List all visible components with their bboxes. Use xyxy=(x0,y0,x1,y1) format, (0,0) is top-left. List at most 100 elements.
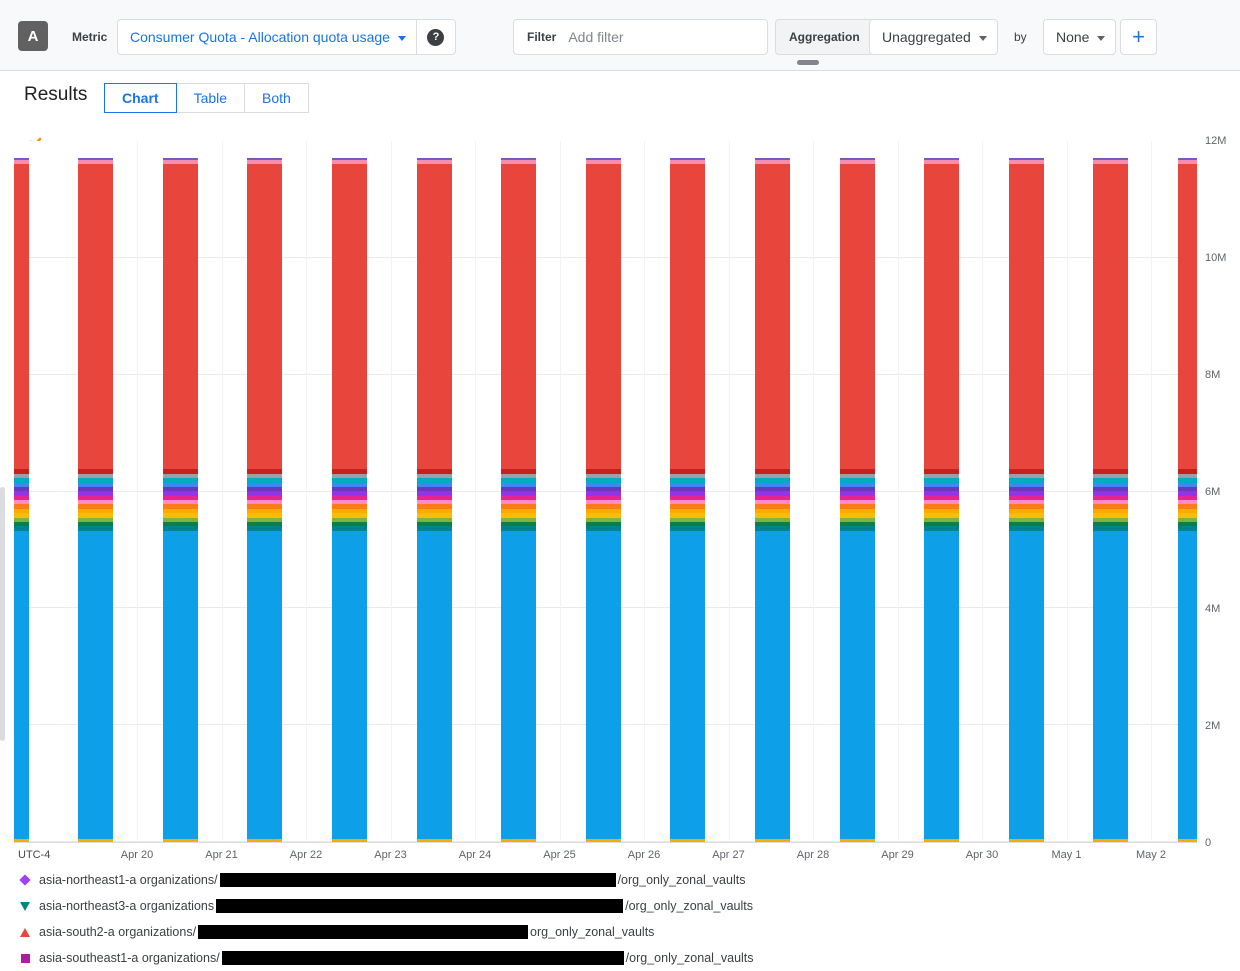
v-gridline xyxy=(1151,141,1152,842)
bar-segment-cap-pink xyxy=(247,160,283,165)
bar-segment-stripe-3 xyxy=(754,517,790,522)
bar-segment-stripe-8 xyxy=(754,495,790,501)
bar-segment-stripe-2 xyxy=(247,521,283,527)
v-gridline xyxy=(982,141,983,842)
stacked-bar[interactable] xyxy=(754,141,790,842)
stacked-bar[interactable] xyxy=(924,141,960,842)
stacked-bar[interactable] xyxy=(1093,141,1129,842)
legend-item[interactable]: asia-south2-a organizations/org_only_zon… xyxy=(18,919,1228,945)
query-badge[interactable]: A xyxy=(18,21,48,51)
scrollbar-thumb[interactable] xyxy=(0,487,5,741)
bar-segment-primary-red xyxy=(1177,164,1197,470)
v-gridline xyxy=(306,141,307,842)
aggregation-dropdown-group: Unaggregated xyxy=(869,19,998,55)
bar-segment-stripe-8 xyxy=(416,495,452,501)
bar-segment-primary-red xyxy=(416,164,452,470)
bar-segment-stripe-10 xyxy=(839,486,875,492)
bar-segment-stripe-9 xyxy=(1093,491,1129,496)
help-button[interactable]: ? xyxy=(417,20,455,54)
tab-table[interactable]: Table xyxy=(175,83,246,113)
stacked-bar[interactable] xyxy=(162,141,198,842)
bar-segment-stripe-1 xyxy=(1177,526,1197,531)
bar-segment-stripe-12 xyxy=(78,478,114,483)
stacked-bar[interactable] xyxy=(78,141,114,842)
stacked-bar[interactable] xyxy=(670,141,706,842)
tab-chart[interactable]: Chart xyxy=(104,83,177,113)
bar-segment-stripe-11 xyxy=(1093,482,1129,487)
stacked-bar[interactable] xyxy=(1177,141,1197,842)
bar-segment-primary-red xyxy=(1093,164,1129,470)
v-gridline xyxy=(221,141,223,842)
bar-segment-stripe-8 xyxy=(78,495,114,501)
bar-segment-stripe-6 xyxy=(162,504,198,509)
bar-segment-base-amber xyxy=(331,839,367,842)
bar-segment-stripe-6 xyxy=(670,504,706,509)
stacked-bar[interactable] xyxy=(247,141,283,842)
bar-segment-stripe-1 xyxy=(162,526,198,531)
bar-segment-stripe-4 xyxy=(501,513,537,518)
resize-handle[interactable] xyxy=(797,60,819,65)
bar-segment-stripe-1 xyxy=(501,526,537,531)
bar-segment-stripe-4 xyxy=(1093,513,1129,518)
bar-segment-stripe-4 xyxy=(670,513,706,518)
bar-segment-stripe-5 xyxy=(331,508,367,514)
bar-segment-stripe-10 xyxy=(1177,486,1197,492)
bar-segment-stripe-9 xyxy=(14,491,29,496)
bar-segment-primary-red xyxy=(14,164,29,470)
stacked-bar[interactable] xyxy=(501,141,537,842)
bar-segment-stripe-12 xyxy=(754,478,790,483)
bar-segment-stripe-6 xyxy=(78,504,114,509)
bar-segment-stripe-4 xyxy=(754,513,790,518)
x-axis-label: May 2 xyxy=(1136,849,1166,861)
add-query-button[interactable]: + xyxy=(1120,19,1157,55)
legend-item[interactable]: asia-northeast3-a organizations/org_only… xyxy=(18,893,1228,919)
bar-segment-stripe-7 xyxy=(839,500,875,505)
stacked-bar[interactable] xyxy=(416,141,452,842)
stacked-bar[interactable] xyxy=(585,141,621,842)
filter-group: Filter xyxy=(513,19,768,55)
bar-segment-stripe-3 xyxy=(247,517,283,522)
legend-item[interactable]: asia-northeast1-a organizations/ /org_onl… xyxy=(18,867,1228,893)
bar-segment-cap-pink xyxy=(14,160,29,165)
bar-segment-base-amber xyxy=(78,839,114,842)
bar-segment-base-amber xyxy=(162,839,198,842)
filter-input[interactable] xyxy=(566,28,767,46)
y-axis-label: 6M xyxy=(1205,486,1221,498)
stacked-bar[interactable] xyxy=(839,141,875,842)
bar-segment-stripe-11 xyxy=(162,482,198,487)
bar-segment-stripe-12 xyxy=(1093,478,1129,483)
group-by-dropdown[interactable]: None xyxy=(1044,20,1115,54)
bar-segment-base-amber xyxy=(670,839,706,842)
bar-segment-stripe-14 xyxy=(1008,469,1044,474)
aggregation-dropdown[interactable]: Unaggregated xyxy=(870,20,997,54)
help-icon: ? xyxy=(427,28,445,46)
bar-segment-stripe-7 xyxy=(331,500,367,505)
y-axis-label: 12M xyxy=(1205,135,1227,147)
x-axis-label: Apr 22 xyxy=(289,849,323,861)
bar-segment-stripe-5 xyxy=(1008,508,1044,514)
bar-segment-stripe-13 xyxy=(78,473,114,479)
bar-segment-cap-pink xyxy=(1093,160,1129,165)
bar-segment-stripe-9 xyxy=(501,491,537,496)
stacked-bar[interactable] xyxy=(14,141,29,842)
v-gridline xyxy=(897,141,899,842)
bar-segment-base-amber xyxy=(839,839,875,842)
bar-segment-stripe-7 xyxy=(1093,500,1129,505)
legend-item[interactable]: asia-southeast1-a organizations/ /org_onl… xyxy=(18,945,1228,971)
bar-segment-stripe-11 xyxy=(247,482,283,487)
bar-segment-stripe-10 xyxy=(416,486,452,492)
bar-segment-cap-violet xyxy=(162,157,198,161)
bar-segment-cap-violet xyxy=(670,157,706,161)
stacked-bar[interactable] xyxy=(331,141,367,842)
x-axis-label: Apr 27 xyxy=(712,849,745,861)
metric-dropdown[interactable]: Consumer Quota - Allocation quota usage xyxy=(118,20,416,54)
bar-segment-cap-violet xyxy=(1093,157,1129,161)
query-toolbar: A Metric Consumer Quota - Allocation quo… xyxy=(0,0,1240,71)
stacked-bar[interactable] xyxy=(1008,141,1044,842)
legend-label-prefix: asia-northeast1-a organizations/ xyxy=(39,873,218,887)
bar-segment-stripe-3 xyxy=(416,517,452,522)
tab-both[interactable]: Both xyxy=(244,83,309,113)
bar-segment-primary-blue xyxy=(247,530,283,840)
bar-segment-stripe-6 xyxy=(839,504,875,509)
bar-segment-stripe-9 xyxy=(585,491,621,496)
